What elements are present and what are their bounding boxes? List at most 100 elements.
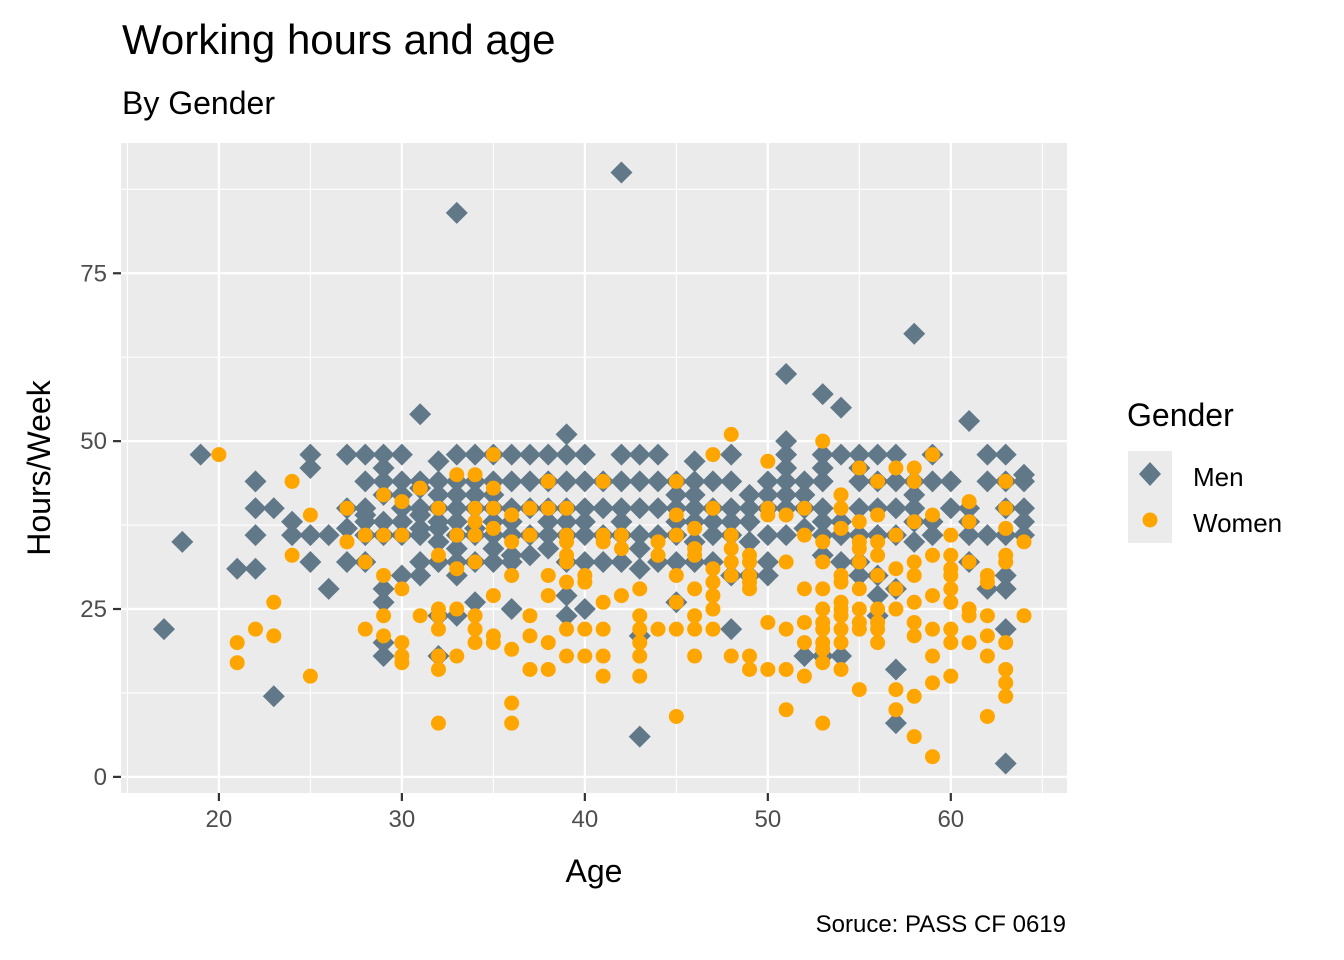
point-women xyxy=(815,554,831,570)
point-men xyxy=(738,510,761,533)
point-men xyxy=(683,497,706,520)
point-women xyxy=(650,621,666,637)
point-women xyxy=(485,520,501,536)
point-men xyxy=(573,524,596,547)
point-women xyxy=(851,581,867,597)
point-women xyxy=(925,648,941,664)
point-women xyxy=(339,534,355,550)
point-women xyxy=(870,601,886,617)
legend-title: Gender xyxy=(1127,397,1234,433)
point-women xyxy=(943,547,959,563)
point-women xyxy=(430,648,446,664)
point-men xyxy=(500,544,523,567)
point-men xyxy=(775,470,798,493)
point-men xyxy=(445,443,468,466)
point-men xyxy=(628,725,651,748)
point-men xyxy=(1013,510,1035,533)
point-women xyxy=(943,594,959,610)
point-women xyxy=(559,621,575,637)
point-women xyxy=(705,601,721,617)
point-women xyxy=(943,668,959,684)
point-men xyxy=(775,457,798,479)
point-men xyxy=(390,443,413,466)
point-women xyxy=(394,635,410,651)
point-men xyxy=(537,537,560,560)
point-women xyxy=(851,514,867,530)
point-women xyxy=(504,507,520,523)
y-tick-label: 75 xyxy=(80,260,107,287)
point-men xyxy=(884,658,907,681)
point-men xyxy=(500,470,523,493)
point-women xyxy=(906,688,922,704)
point-men xyxy=(409,403,432,426)
point-men xyxy=(775,483,798,506)
point-men xyxy=(409,497,432,520)
point-men xyxy=(647,470,670,493)
point-women xyxy=(394,494,410,510)
point-women xyxy=(668,567,684,583)
point-men xyxy=(720,510,743,533)
point-women xyxy=(668,594,684,610)
point-women xyxy=(504,641,520,657)
point-men xyxy=(775,430,798,453)
point-men xyxy=(372,510,395,533)
point-men xyxy=(372,443,395,466)
point-men xyxy=(811,497,834,520)
point-men xyxy=(537,524,560,547)
point-men xyxy=(372,591,395,614)
point-women xyxy=(302,668,318,684)
point-men xyxy=(921,524,944,547)
point-men xyxy=(335,551,358,574)
point-women xyxy=(394,581,410,597)
point-men xyxy=(848,443,871,466)
point-men xyxy=(647,443,670,466)
y-tick-label: 25 xyxy=(80,596,107,623)
point-women xyxy=(559,527,575,543)
point-men xyxy=(500,443,523,466)
point-women xyxy=(906,628,922,644)
point-women xyxy=(668,507,684,523)
point-men xyxy=(445,537,468,560)
point-men xyxy=(756,564,779,587)
point-women xyxy=(998,688,1014,704)
chart-subtitle: By Gender xyxy=(122,85,275,121)
point-women xyxy=(760,614,776,630)
point-men xyxy=(811,510,834,533)
point-women xyxy=(1016,534,1032,550)
point-women xyxy=(870,567,886,583)
point-women xyxy=(559,547,575,563)
point-women xyxy=(559,648,575,664)
point-women xyxy=(467,500,483,516)
point-men xyxy=(573,510,596,533)
point-men xyxy=(848,497,871,520)
point-men xyxy=(427,530,450,553)
point-men xyxy=(555,470,578,493)
point-women xyxy=(870,547,886,563)
point-women xyxy=(815,635,831,651)
point-men xyxy=(830,645,853,668)
point-men xyxy=(244,470,267,493)
point-women xyxy=(449,601,465,617)
point-women xyxy=(339,500,355,516)
point-women xyxy=(760,500,776,516)
point-women xyxy=(961,601,977,617)
point-men xyxy=(683,483,706,506)
point-women xyxy=(796,527,812,543)
point-women xyxy=(229,635,245,651)
point-women xyxy=(833,487,849,503)
legend: Gender Men Women xyxy=(1127,397,1282,543)
point-women xyxy=(961,635,977,651)
point-men xyxy=(592,551,615,574)
point-men xyxy=(610,510,633,533)
point-women xyxy=(906,594,922,610)
point-men xyxy=(372,577,395,600)
point-women xyxy=(687,520,703,536)
point-women xyxy=(906,514,922,530)
point-men xyxy=(537,510,560,533)
point-women xyxy=(815,534,831,550)
point-men xyxy=(299,443,322,466)
point-women xyxy=(650,534,666,550)
point-men xyxy=(610,161,633,184)
point-women xyxy=(485,500,501,516)
legend-marker-women xyxy=(1142,512,1158,528)
